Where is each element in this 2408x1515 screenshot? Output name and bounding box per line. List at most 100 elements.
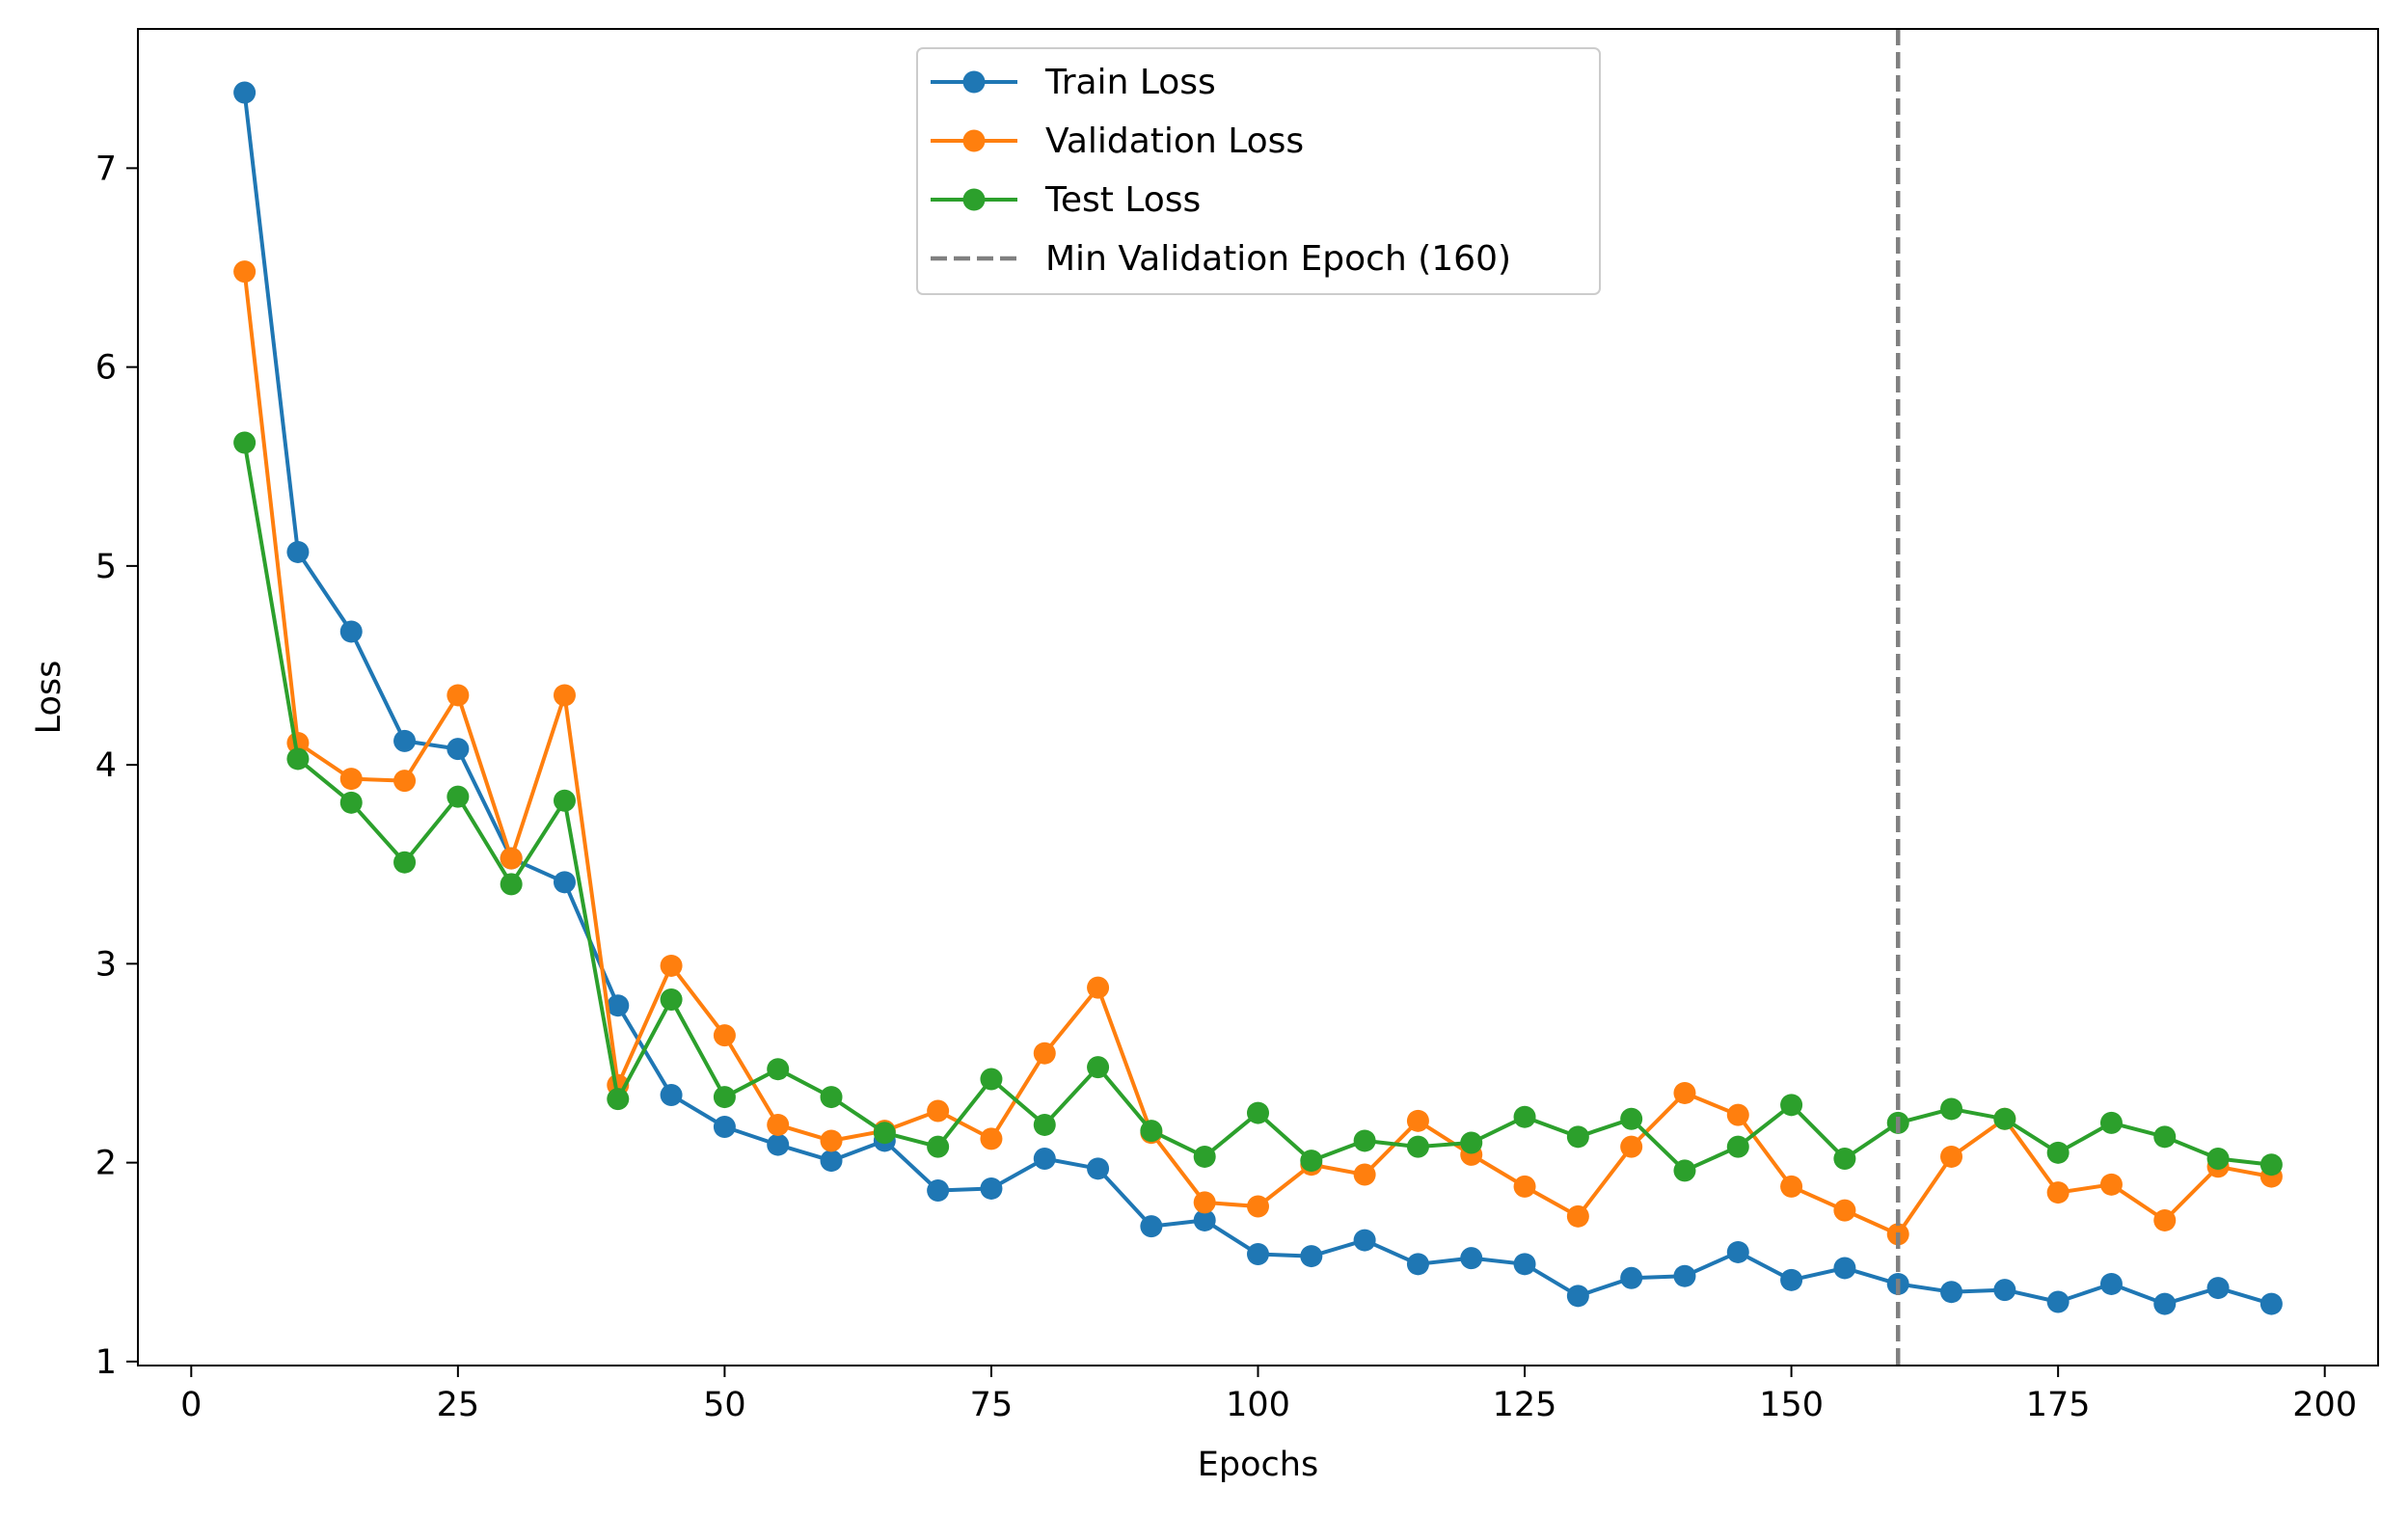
data-point-series-2 — [980, 1127, 1003, 1150]
data-point-series-2 — [2153, 1208, 2177, 1231]
data-point-series-2 — [233, 260, 257, 284]
x-tick-label: 200 — [2292, 1386, 2357, 1424]
data-point-series-3 — [1300, 1150, 1323, 1173]
data-point-series-3 — [1033, 1113, 1056, 1136]
data-point-series-3 — [1353, 1129, 1376, 1152]
data-point-series-2 — [553, 684, 576, 707]
data-point-series-1 — [286, 540, 310, 563]
data-point-series-2 — [2046, 1181, 2070, 1204]
data-point-series-3 — [1940, 1097, 1963, 1121]
data-point-series-3 — [820, 1086, 843, 1109]
data-point-series-1 — [1193, 1208, 1216, 1231]
data-point-series-3 — [1087, 1056, 1110, 1079]
y-tick-label: 7 — [95, 149, 117, 188]
data-point-series-3 — [1247, 1101, 1269, 1124]
data-point-series-1 — [233, 81, 257, 104]
data-point-series-3 — [1566, 1125, 1589, 1149]
data-point-series-2 — [1620, 1135, 1643, 1158]
data-point-series-1 — [1566, 1285, 1589, 1308]
data-point-series-1 — [2153, 1292, 2177, 1315]
data-point-series-3 — [393, 851, 417, 874]
x-tick-label: 125 — [1493, 1386, 1557, 1424]
data-point-series-2 — [1566, 1204, 1589, 1228]
data-point-series-2 — [1353, 1163, 1376, 1186]
y-tick-label: 2 — [95, 1145, 117, 1183]
data-point-series-1 — [713, 1116, 736, 1138]
data-point-series-2 — [1033, 1042, 1056, 1065]
data-point-series-1 — [2046, 1290, 2070, 1313]
data-point-series-1 — [1087, 1157, 1110, 1180]
data-point-series-2 — [1087, 976, 1110, 999]
data-point-series-1 — [1833, 1257, 1856, 1280]
legend-label-4: Min Validation Epoch (160) — [1045, 239, 1511, 279]
data-point-series-3 — [980, 1068, 1003, 1091]
data-point-series-2 — [1193, 1191, 1216, 1214]
data-point-series-3 — [446, 785, 470, 808]
legend-label-2: Validation Loss — [1045, 122, 1304, 161]
data-point-series-3 — [2099, 1111, 2123, 1134]
data-point-series-3 — [553, 789, 576, 812]
data-point-series-1 — [1620, 1266, 1643, 1289]
data-point-series-1 — [660, 1084, 683, 1106]
data-point-series-2 — [1833, 1199, 1856, 1222]
data-point-series-3 — [1673, 1159, 1696, 1182]
legend: Train Loss Validation Loss Test Loss Min Va… — [916, 47, 1601, 295]
data-point-series-1 — [1780, 1268, 1803, 1291]
data-point-series-2 — [820, 1129, 843, 1152]
data-point-series-1 — [1353, 1229, 1376, 1252]
y-tick-label: 5 — [95, 548, 117, 586]
data-point-series-2 — [393, 770, 417, 793]
data-point-series-1 — [553, 871, 576, 894]
series-line-3 — [242, 442, 2272, 1173]
y-tick-label: 4 — [95, 746, 117, 785]
data-point-series-3 — [233, 431, 257, 454]
x-tick-label: 100 — [1226, 1386, 1290, 1424]
x-tick-label: 75 — [970, 1386, 1014, 1424]
data-point-series-1 — [1726, 1240, 1749, 1263]
data-point-series-3 — [1513, 1105, 1536, 1128]
x-tick-label: 0 — [180, 1386, 202, 1424]
data-point-series-2 — [927, 1099, 950, 1123]
data-point-series-3 — [660, 988, 683, 1011]
data-point-series-1 — [1406, 1253, 1429, 1276]
data-point-series-3 — [1460, 1131, 1483, 1154]
data-point-series-1 — [2206, 1277, 2230, 1300]
data-point-series-1 — [927, 1179, 950, 1202]
data-point-series-1 — [1140, 1215, 1163, 1238]
axes-layer: 0 25 50 75 100 125 150 175 200 1 2 3 4 5 6 7 Epochs Loss — [30, 28, 2379, 1484]
data-point-series-3 — [713, 1086, 736, 1109]
data-point-series-1 — [1940, 1281, 1963, 1304]
data-point-series-3 — [339, 791, 363, 814]
data-point-series-3 — [500, 873, 523, 896]
data-point-series-1 — [980, 1177, 1003, 1200]
data-point-series-2 — [767, 1113, 790, 1136]
data-point-series-1 — [393, 729, 417, 752]
y-tick-label: 1 — [95, 1343, 117, 1382]
data-point-series-1 — [607, 994, 630, 1017]
x-tick-label: 175 — [2026, 1386, 2091, 1424]
data-point-series-2 — [1940, 1145, 1963, 1168]
plot-layer — [233, 29, 2283, 1366]
data-point-series-2 — [1247, 1195, 1269, 1218]
data-point-series-3 — [286, 747, 310, 771]
data-point-series-3 — [1780, 1094, 1803, 1117]
data-point-series-1 — [1513, 1253, 1536, 1276]
x-tick-label: 150 — [1759, 1386, 1824, 1424]
data-point-series-2 — [1673, 1081, 1696, 1104]
data-point-series-3 — [2206, 1148, 2230, 1170]
series-line-2 — [242, 271, 2272, 1236]
data-point-series-3 — [1993, 1107, 2016, 1130]
y-axis-label: Loss — [30, 661, 68, 735]
data-point-series-2 — [1780, 1175, 1803, 1198]
data-point-series-1 — [1460, 1247, 1483, 1270]
legend-marker-3 — [962, 188, 986, 211]
data-point-series-2 — [1406, 1109, 1429, 1132]
x-axis-label: Epochs — [1198, 1446, 1318, 1484]
data-point-series-2 — [446, 684, 470, 707]
data-point-series-1 — [339, 620, 363, 643]
data-point-series-3 — [1833, 1148, 1856, 1170]
data-point-series-3 — [1726, 1135, 1749, 1158]
x-tick-label: 25 — [437, 1386, 480, 1424]
data-point-series-2 — [713, 1024, 736, 1047]
